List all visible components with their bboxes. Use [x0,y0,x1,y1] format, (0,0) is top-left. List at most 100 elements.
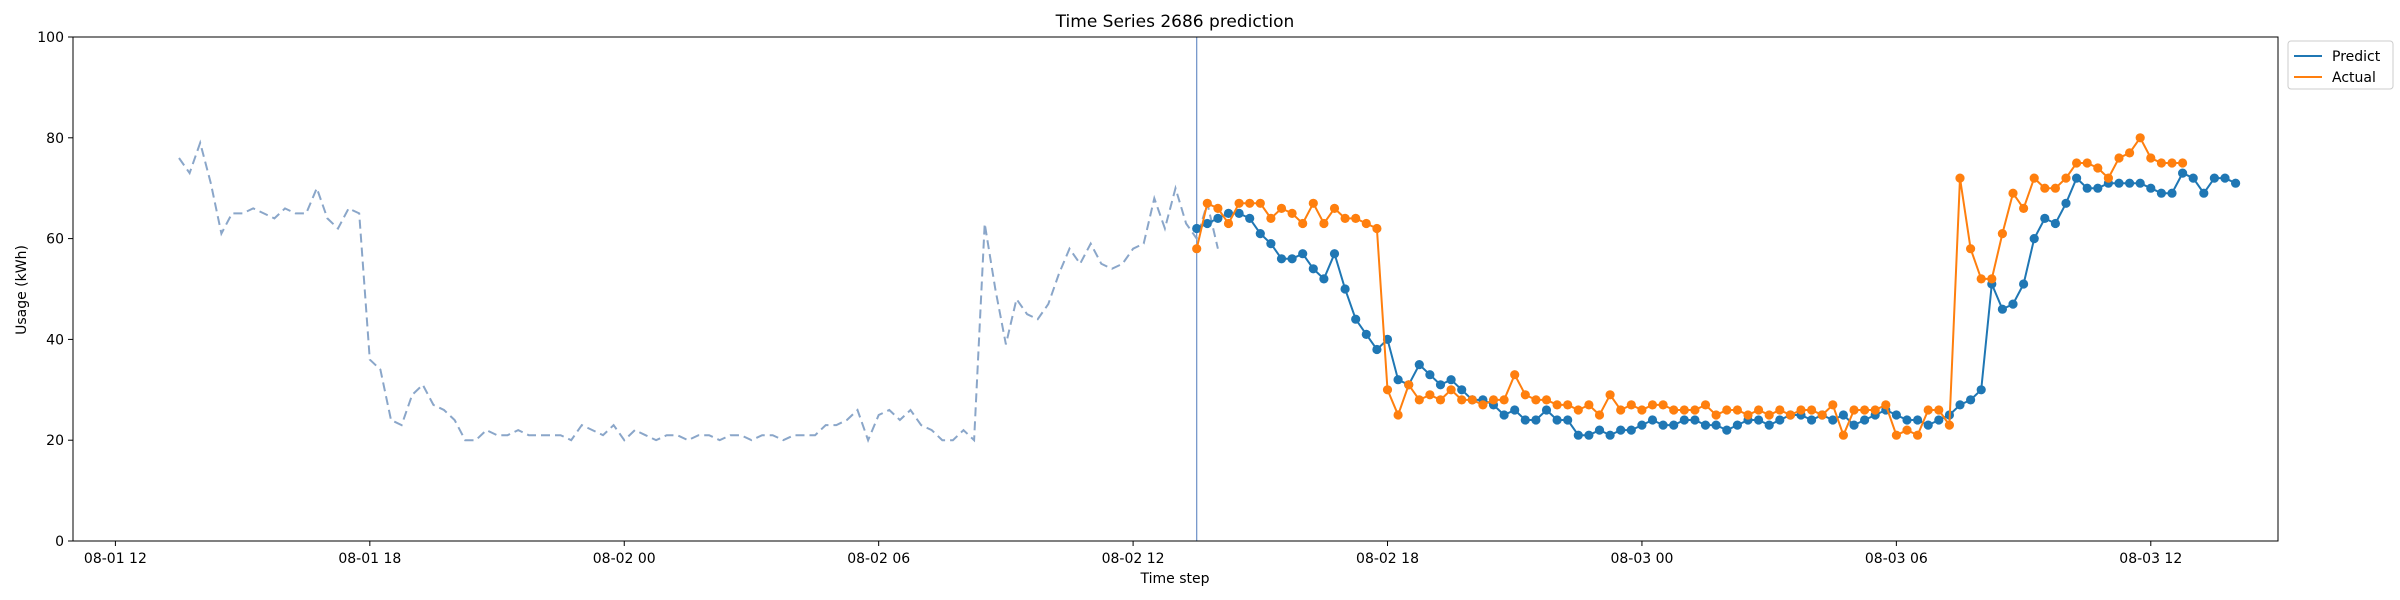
actual-point [2135,133,2145,143]
predict-point [1499,410,1509,420]
actual-series-line [1195,135,2183,438]
actual-point [2125,148,2135,158]
predict-point [1605,430,1615,440]
predict-point [1372,344,1382,355]
actual-point [1319,218,1329,229]
actual-point [1594,410,1605,420]
predict-point [2072,173,2082,183]
actual-point [2008,188,2018,198]
actual-point [1658,400,1668,410]
y-tick-label: 60 [46,232,64,248]
predict-point [2093,183,2103,193]
predict-point [1552,415,1562,425]
actual-point [2167,158,2177,168]
predict-point [2146,183,2156,193]
x-tick-label: 08-03 12 [2119,551,2182,567]
actual-point [1934,405,1944,415]
actual-point [2019,203,2029,213]
actual-point [2050,183,2060,193]
predict-point [1669,420,1679,430]
predict-point [1775,415,1785,425]
actual-point [1234,198,1244,208]
y-axis-title: Usage (kWh) [14,245,30,335]
predict-point [1711,420,1721,430]
actual-point [1414,395,1424,405]
predict-point [2061,198,2071,208]
actual-point [1616,405,1626,415]
actual-point [1192,244,1202,254]
actual-point [1563,400,1573,410]
actual-point [1679,405,1689,415]
actual-point [1393,410,1403,420]
x-tick-label: 08-02 18 [1356,551,1419,567]
actual-point [2103,173,2113,183]
legend: Predict Actual [2287,40,2394,90]
x-tick-label: 08-03 00 [1610,551,1673,567]
predict-point [1679,415,1689,425]
actual-point [2040,183,2050,193]
predict-point [2220,173,2230,183]
predict-point [2231,178,2241,188]
actual-point [1828,400,1838,410]
actual-point [1647,400,1658,410]
predict-point [1245,213,1255,223]
predict-point [1637,420,1647,430]
predict-point [1435,380,1446,390]
predict-point [1308,264,1318,274]
predict-point [2178,168,2188,178]
predict-point [1457,385,1467,395]
actual-point [2156,158,2166,168]
predict-point [1531,415,1541,425]
predict-point [1276,254,1287,264]
x-tick-label: 08-02 00 [593,551,656,567]
predict-point [1860,415,1870,425]
predict-point [1754,415,1764,425]
predict-point [1446,375,1456,385]
actual-point [1838,430,1848,440]
actual-point [1499,395,1509,405]
actual-point [2114,153,2124,163]
predict-point [1351,314,1361,324]
predict-point [1913,415,1923,425]
actual-point [2072,158,2082,168]
predict-point [2167,188,2177,198]
actual-point [1902,425,1912,435]
predict-point [1510,405,1520,415]
actual-point [1340,213,1350,223]
actual-point [1626,400,1636,410]
actual-point [1605,390,1615,400]
predict-point [1414,360,1424,370]
actual-point [1732,405,1742,415]
predict-point [1213,213,1223,223]
actual-point [1775,405,1785,415]
predict-point [1584,430,1594,440]
predict-point [2135,178,2145,188]
actual-point [2093,163,2103,173]
predict-point [2156,188,2166,198]
predict-point [1764,420,1774,430]
actual-point [1807,405,1817,415]
y-tick-label: 40 [46,332,64,348]
actual-point [2178,158,2188,168]
predict-point [1902,415,1912,425]
actual-point [1913,430,1923,440]
predict-point [2040,213,2050,223]
predict-point [1732,420,1742,430]
predict-point [1266,239,1276,249]
actual-point [1510,370,1520,380]
predict-point [1849,420,1859,430]
actual-point [2061,173,2071,183]
predict-point [2082,183,2092,193]
actual-point [1987,274,1997,284]
actual-point [1754,405,1764,415]
predict-point [1563,415,1573,425]
predict-point [1520,415,1530,425]
predict-point [1626,425,1636,435]
predict-point [1202,218,1212,229]
actual-point [1329,203,1340,213]
predict-point [2209,173,2219,183]
x-axis-title: Time step [1140,571,1210,587]
actual-point [1997,229,2007,239]
predict-point [1828,415,1838,425]
